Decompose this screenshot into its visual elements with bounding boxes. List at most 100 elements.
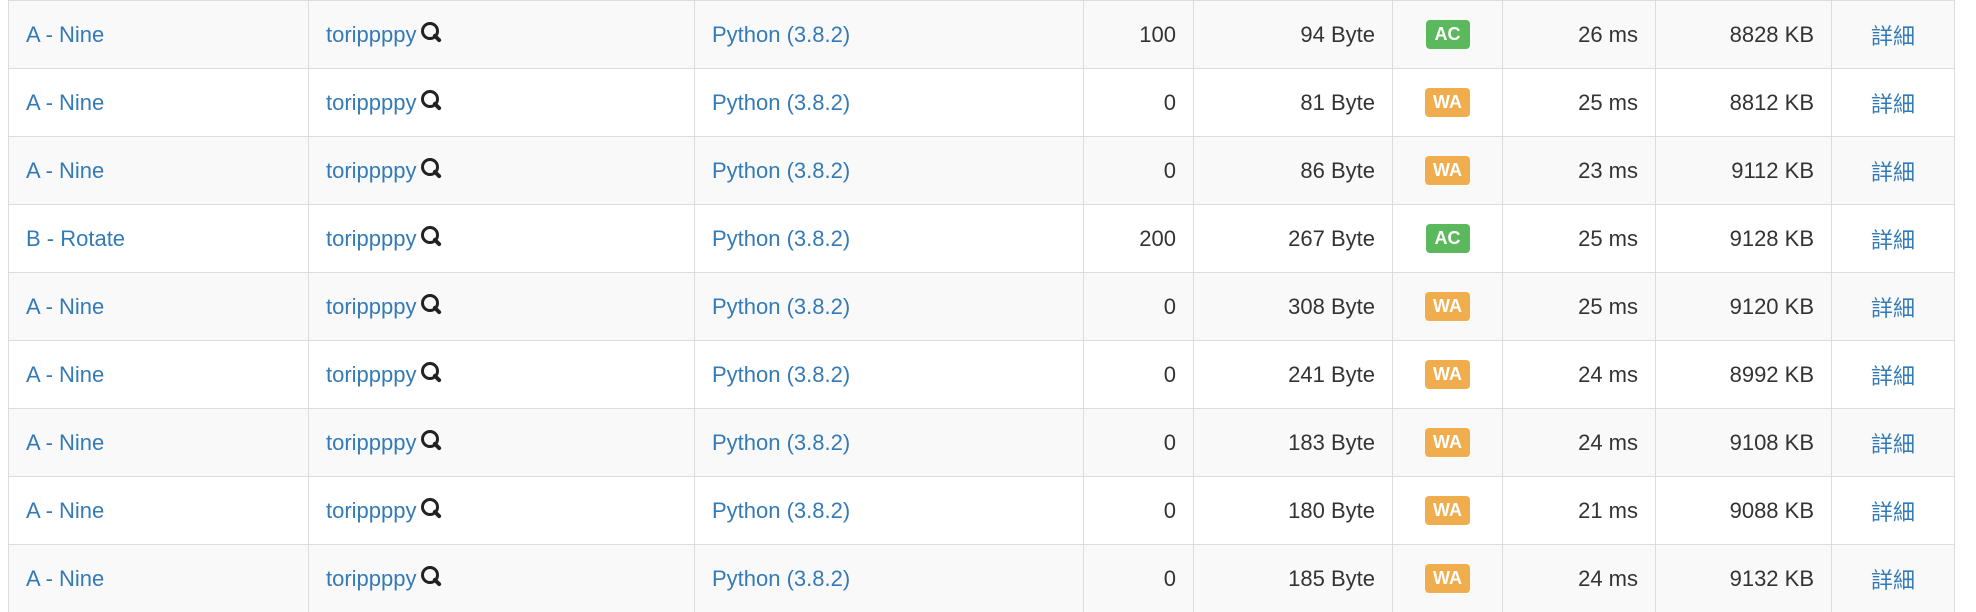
language-link[interactable]: Python (3.8.2) (712, 565, 851, 591)
detail-cell: 詳細 (1831, 0, 1955, 69)
code-size-cell: 308 Byte (1193, 272, 1393, 341)
status-badge: AC (1425, 20, 1470, 49)
language-link[interactable]: Python (3.8.2) (712, 497, 851, 523)
user-cell: torippppy (308, 0, 695, 69)
language-link[interactable]: Python (3.8.2) (712, 225, 851, 251)
memory-cell: 8828 KB (1655, 0, 1832, 69)
task-link[interactable]: A - Nine (26, 497, 105, 523)
task-link[interactable]: A - Nine (26, 429, 105, 455)
user-link[interactable]: torippppy (326, 22, 417, 47)
status-cell: WA (1392, 544, 1503, 612)
task-cell: A - Nine (8, 544, 309, 612)
language-link[interactable]: Python (3.8.2) (712, 429, 851, 455)
status-cell: WA (1392, 68, 1503, 137)
user-link[interactable]: torippppy (326, 362, 417, 387)
detail-cell: 詳細 (1831, 544, 1955, 612)
status-cell: WA (1392, 272, 1503, 341)
exec-time-cell: 24 ms (1502, 340, 1656, 409)
score-cell: 0 (1083, 272, 1194, 341)
detail-cell: 詳細 (1831, 68, 1955, 137)
code-size-cell: 94 Byte (1193, 0, 1393, 69)
score-cell: 0 (1083, 136, 1194, 205)
status-cell: AC (1392, 204, 1503, 273)
detail-link[interactable]: 詳細 (1870, 431, 1915, 457)
language-link[interactable]: Python (3.8.2) (712, 361, 851, 387)
detail-link[interactable]: 詳細 (1870, 227, 1915, 253)
submission-row: A - Nine torippppy Python (3.8.2) 0 183 … (8, 408, 1955, 477)
search-icon[interactable] (420, 157, 444, 181)
user-link[interactable]: torippppy (326, 498, 417, 523)
search-icon[interactable] (420, 361, 444, 385)
user-cell: torippppy (308, 272, 695, 341)
code-size-cell: 180 Byte (1193, 476, 1393, 545)
status-cell: WA (1392, 340, 1503, 409)
detail-link[interactable]: 詳細 (1870, 363, 1915, 389)
user-cell: torippppy (308, 68, 695, 137)
memory-cell: 9120 KB (1655, 272, 1832, 341)
submission-row: A - Nine torippppy Python (3.8.2) 0 180 … (8, 476, 1955, 545)
user-link[interactable]: torippppy (326, 430, 417, 455)
detail-cell: 詳細 (1831, 204, 1955, 273)
search-icon[interactable] (420, 21, 444, 45)
status-cell: WA (1392, 408, 1503, 477)
search-icon[interactable] (420, 293, 444, 317)
search-icon[interactable] (420, 429, 444, 453)
status-cell: WA (1392, 136, 1503, 205)
submission-row: B - Rotate torippppy Python (3.8.2) 200 … (8, 204, 1955, 273)
status-cell: WA (1392, 476, 1503, 545)
code-size-cell: 81 Byte (1193, 68, 1393, 137)
task-cell: A - Nine (8, 136, 309, 205)
task-link[interactable]: A - Nine (26, 89, 105, 115)
task-cell: A - Nine (8, 340, 309, 409)
search-icon[interactable] (420, 565, 444, 589)
task-cell: A - Nine (8, 408, 309, 477)
status-badge: WA (1425, 156, 1470, 185)
detail-link[interactable]: 詳細 (1870, 23, 1915, 49)
memory-cell: 8812 KB (1655, 68, 1832, 137)
code-size-cell: 183 Byte (1193, 408, 1393, 477)
search-icon[interactable] (420, 497, 444, 521)
memory-cell: 9088 KB (1655, 476, 1832, 545)
user-link[interactable]: torippppy (326, 158, 417, 183)
task-link[interactable]: A - Nine (26, 293, 105, 319)
language-link[interactable]: Python (3.8.2) (712, 293, 851, 319)
status-badge: WA (1425, 564, 1470, 593)
user-link[interactable]: torippppy (326, 566, 417, 591)
language-link[interactable]: Python (3.8.2) (712, 157, 851, 183)
user-link[interactable]: torippppy (326, 90, 417, 115)
status-badge: WA (1425, 428, 1470, 457)
task-link[interactable]: A - Nine (26, 21, 105, 47)
user-link[interactable]: torippppy (326, 294, 417, 319)
search-icon[interactable] (420, 89, 444, 113)
language-link[interactable]: Python (3.8.2) (712, 89, 851, 115)
score-cell: 0 (1083, 544, 1194, 612)
score-cell: 100 (1083, 0, 1194, 69)
task-link[interactable]: A - Nine (26, 157, 105, 183)
task-link[interactable]: A - Nine (26, 361, 105, 387)
status-badge: WA (1425, 496, 1470, 525)
task-link[interactable]: B - Rotate (26, 225, 126, 251)
detail-link[interactable]: 詳細 (1870, 499, 1915, 525)
user-cell: torippppy (308, 408, 695, 477)
memory-cell: 9112 KB (1655, 136, 1832, 205)
code-size-cell: 241 Byte (1193, 340, 1393, 409)
memory-cell: 9108 KB (1655, 408, 1832, 477)
detail-link[interactable]: 詳細 (1870, 159, 1915, 185)
exec-time-cell: 24 ms (1502, 544, 1656, 612)
detail-link[interactable]: 詳細 (1870, 567, 1915, 593)
submissions-table: A - Nine torippppy Python (3.8.2) 100 94… (8, 0, 1955, 612)
exec-time-cell: 25 ms (1502, 272, 1656, 341)
memory-cell: 8992 KB (1655, 340, 1832, 409)
code-size-cell: 267 Byte (1193, 204, 1393, 273)
detail-link[interactable]: 詳細 (1870, 295, 1915, 321)
search-icon[interactable] (420, 225, 444, 249)
detail-link[interactable]: 詳細 (1870, 91, 1915, 117)
task-cell: A - Nine (8, 0, 309, 69)
language-link[interactable]: Python (3.8.2) (712, 21, 851, 47)
user-link[interactable]: torippppy (326, 226, 417, 251)
status-badge: WA (1425, 360, 1470, 389)
submission-row: A - Nine torippppy Python (3.8.2) 0 81 B… (8, 68, 1955, 137)
score-cell: 200 (1083, 204, 1194, 273)
task-link[interactable]: A - Nine (26, 565, 105, 591)
